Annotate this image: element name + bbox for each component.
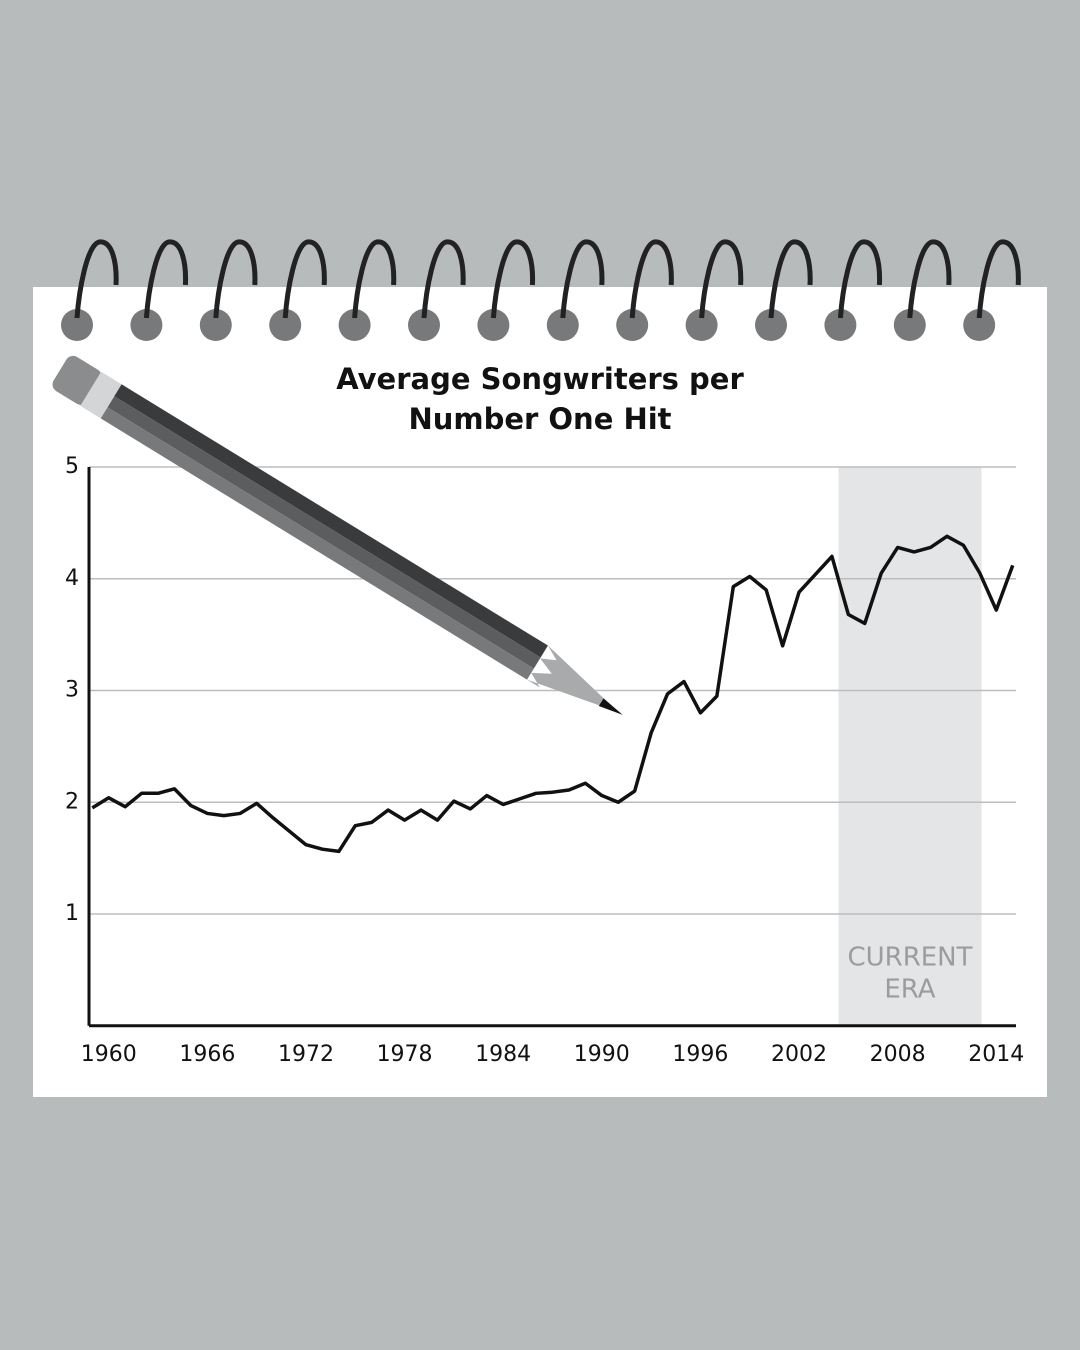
ring-wire bbox=[213, 239, 258, 319]
ring-wire bbox=[74, 239, 119, 319]
ring-hole bbox=[616, 309, 649, 341]
ring-wire bbox=[768, 239, 813, 319]
region-label: CURRENT bbox=[847, 943, 972, 973]
ring-wire bbox=[490, 239, 536, 319]
region-label: ERA bbox=[884, 975, 935, 1005]
y-tick-label: 4 bbox=[65, 566, 79, 591]
x-tick-label: 1966 bbox=[179, 1042, 235, 1067]
ring-hole bbox=[755, 309, 787, 341]
x-tick-label: 2014 bbox=[968, 1042, 1024, 1067]
pencil-body bbox=[107, 396, 541, 669]
ring-wire bbox=[282, 239, 327, 319]
pencil-body bbox=[114, 384, 548, 658]
ring-wire bbox=[976, 239, 1021, 319]
ring-hole bbox=[685, 309, 718, 341]
ring-hole bbox=[893, 309, 926, 341]
x-tick-label: 1996 bbox=[672, 1042, 728, 1067]
ring-wire bbox=[907, 239, 952, 319]
ring-hole bbox=[61, 309, 93, 341]
x-tick-label: 1960 bbox=[81, 1042, 137, 1067]
x-tick-label: 1972 bbox=[278, 1042, 334, 1067]
x-tick-label: 2002 bbox=[771, 1042, 827, 1067]
x-tick-label: 1984 bbox=[475, 1042, 531, 1067]
ring-hole bbox=[824, 309, 857, 341]
y-tick-label: 3 bbox=[65, 678, 79, 703]
x-tick-label: 1978 bbox=[377, 1042, 433, 1067]
ring-wire bbox=[421, 239, 466, 319]
data-line bbox=[91, 534, 1015, 854]
ring-hole bbox=[338, 309, 371, 341]
x-tick-label: 2008 bbox=[870, 1042, 926, 1067]
x-tick-label: 1990 bbox=[574, 1042, 630, 1067]
ring-hole bbox=[408, 309, 440, 341]
y-tick-label: 1 bbox=[65, 901, 79, 926]
ring-wire bbox=[143, 239, 189, 319]
ring-wire bbox=[352, 239, 397, 319]
pencil bbox=[52, 355, 623, 715]
y-tick-label: 5 bbox=[65, 454, 79, 479]
ring-hole bbox=[546, 309, 579, 341]
ring-wire bbox=[629, 239, 674, 319]
ring-hole bbox=[269, 309, 302, 341]
ring-hole bbox=[130, 309, 163, 341]
ring-wire bbox=[560, 239, 605, 319]
chart-title: Average Songwriters per bbox=[336, 362, 744, 396]
ring-hole bbox=[199, 309, 232, 341]
ring-hole bbox=[477, 309, 510, 341]
ring-hole bbox=[963, 309, 996, 341]
ring-wire bbox=[699, 239, 744, 319]
pencil-body bbox=[100, 407, 534, 680]
pencil-ferrule bbox=[80, 371, 122, 419]
pencil-lead bbox=[598, 698, 623, 715]
ring-wire bbox=[837, 239, 883, 319]
spiral-binding bbox=[61, 239, 1021, 341]
chart-title: Number One Hit bbox=[408, 402, 671, 436]
pencil-wood bbox=[527, 645, 619, 713]
shaded-region bbox=[838, 467, 982, 1026]
y-tick-label: 2 bbox=[65, 789, 79, 814]
